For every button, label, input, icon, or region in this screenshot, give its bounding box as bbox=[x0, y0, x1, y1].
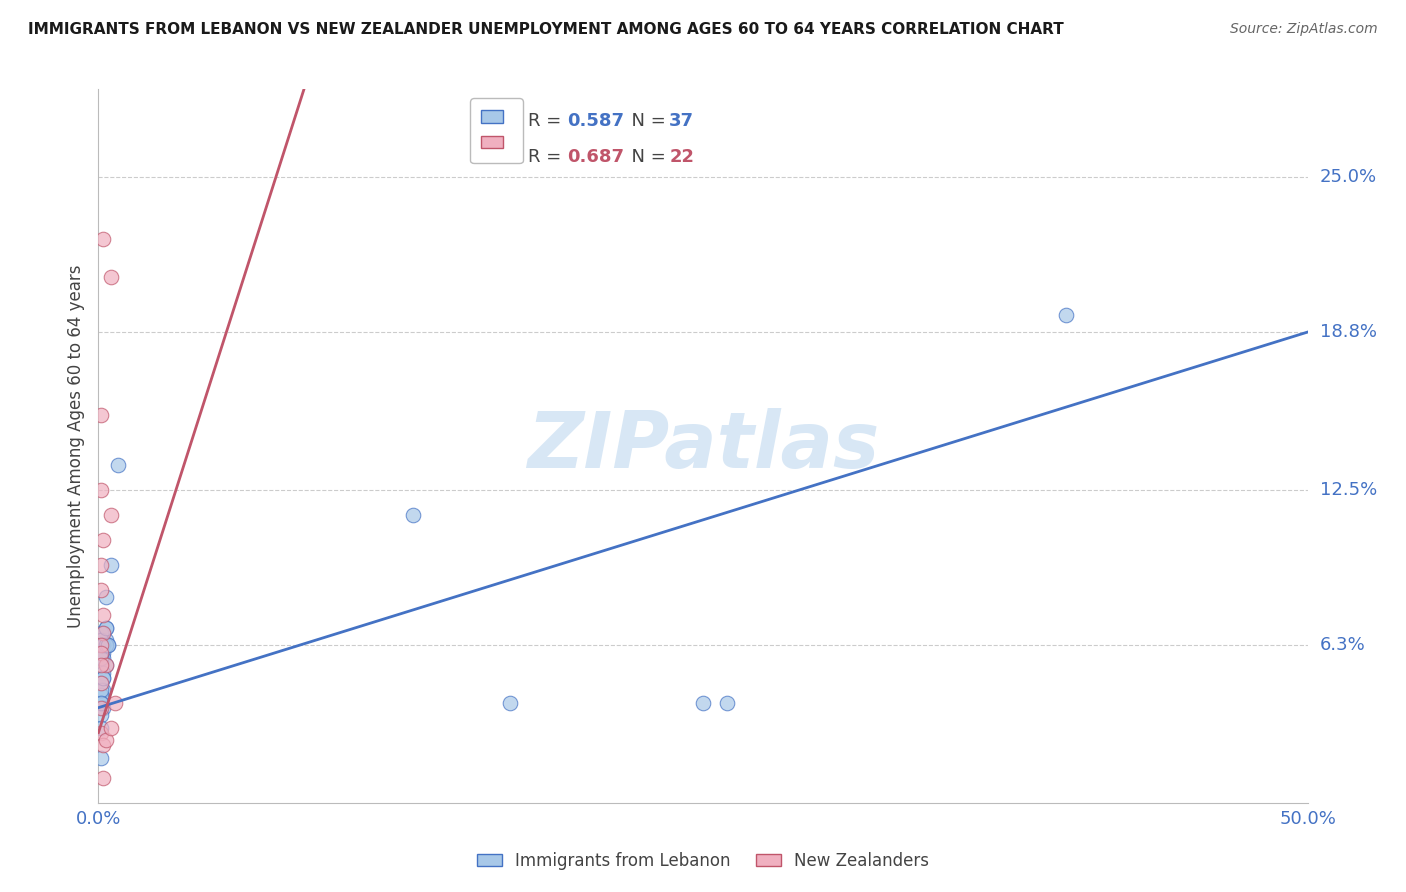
Text: N =: N = bbox=[620, 112, 671, 130]
Point bbox=[94, 658, 117, 673]
Point bbox=[90, 683, 112, 698]
Text: R =: R = bbox=[527, 148, 567, 166]
Text: 22: 22 bbox=[669, 148, 695, 166]
Point bbox=[90, 658, 112, 673]
Point bbox=[90, 638, 112, 652]
Point bbox=[91, 700, 114, 714]
Text: IMMIGRANTS FROM LEBANON VS NEW ZEALANDER UNEMPLOYMENT AMONG AGES 60 TO 64 YEARS : IMMIGRANTS FROM LEBANON VS NEW ZEALANDER… bbox=[28, 22, 1064, 37]
Point bbox=[90, 725, 112, 739]
Text: 18.8%: 18.8% bbox=[1320, 323, 1376, 341]
Point bbox=[94, 621, 117, 635]
Text: 25.0%: 25.0% bbox=[1320, 168, 1376, 186]
Point bbox=[91, 671, 114, 685]
Point bbox=[91, 607, 114, 622]
Point bbox=[100, 721, 122, 735]
Point bbox=[97, 638, 120, 652]
Point bbox=[94, 621, 117, 635]
Point bbox=[90, 638, 112, 652]
Point bbox=[97, 638, 120, 652]
Point bbox=[90, 750, 112, 764]
Point bbox=[90, 408, 112, 422]
Point bbox=[94, 633, 117, 648]
Point bbox=[692, 696, 714, 710]
Point bbox=[90, 696, 112, 710]
Point bbox=[91, 665, 114, 680]
Point bbox=[90, 646, 112, 660]
Point bbox=[94, 638, 117, 652]
Point bbox=[402, 508, 425, 522]
Point bbox=[90, 696, 112, 710]
Point bbox=[91, 625, 114, 640]
Point bbox=[104, 696, 127, 710]
Point bbox=[91, 771, 114, 785]
Point bbox=[1054, 308, 1077, 322]
Point bbox=[91, 533, 114, 547]
Point bbox=[91, 638, 114, 652]
Text: N =: N = bbox=[620, 148, 671, 166]
Point bbox=[90, 582, 112, 597]
Point bbox=[94, 733, 117, 747]
Text: 0.587: 0.587 bbox=[568, 112, 624, 130]
Point bbox=[90, 483, 112, 497]
Point bbox=[716, 696, 738, 710]
Point bbox=[91, 671, 114, 685]
Legend: Immigrants from Lebanon, New Zealanders: Immigrants from Lebanon, New Zealanders bbox=[470, 846, 936, 877]
Point bbox=[90, 708, 112, 723]
Point bbox=[90, 675, 112, 690]
Text: 37: 37 bbox=[669, 112, 695, 130]
Point bbox=[91, 683, 114, 698]
Point bbox=[91, 232, 114, 246]
Text: 0.687: 0.687 bbox=[568, 148, 624, 166]
Point bbox=[90, 650, 112, 665]
Y-axis label: Unemployment Among Ages 60 to 64 years: Unemployment Among Ages 60 to 64 years bbox=[66, 264, 84, 628]
Point bbox=[498, 696, 520, 710]
Point bbox=[91, 625, 114, 640]
Point bbox=[90, 700, 112, 714]
Point bbox=[90, 558, 112, 572]
Point bbox=[91, 738, 114, 752]
Text: Source: ZipAtlas.com: Source: ZipAtlas.com bbox=[1230, 22, 1378, 37]
Point bbox=[90, 633, 112, 648]
Point bbox=[90, 625, 112, 640]
Point bbox=[100, 558, 122, 572]
Point bbox=[100, 270, 122, 285]
Point bbox=[100, 508, 122, 522]
Point bbox=[90, 675, 112, 690]
Point bbox=[91, 650, 114, 665]
Text: 6.3%: 6.3% bbox=[1320, 636, 1365, 654]
Text: ZIPatlas: ZIPatlas bbox=[527, 408, 879, 484]
Text: 12.5%: 12.5% bbox=[1320, 481, 1376, 499]
Text: R =: R = bbox=[527, 112, 567, 130]
Point bbox=[90, 721, 112, 735]
Point bbox=[90, 646, 112, 660]
Point bbox=[94, 591, 117, 605]
Point bbox=[107, 458, 129, 472]
Point bbox=[94, 658, 117, 673]
Point bbox=[90, 688, 112, 702]
Point bbox=[91, 646, 114, 660]
